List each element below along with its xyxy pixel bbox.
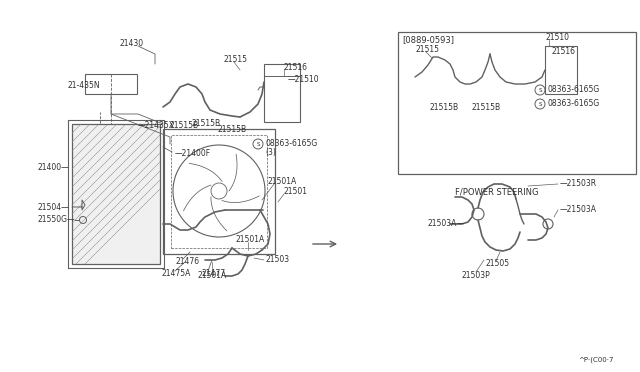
Text: 21515B: 21515B [472, 103, 501, 112]
Text: 21501A: 21501A [268, 177, 297, 186]
Text: 21515: 21515 [224, 55, 248, 64]
Text: 21501A: 21501A [235, 235, 264, 244]
Text: 21516: 21516 [284, 62, 308, 71]
Text: —21435X: —21435X [138, 122, 175, 131]
Text: —21400F: —21400F [175, 150, 211, 158]
Text: 21515: 21515 [415, 45, 439, 55]
Text: 21501A: 21501A [198, 272, 227, 280]
Text: ^P·(C00·7: ^P·(C00·7 [578, 357, 614, 363]
Text: 21503P: 21503P [462, 272, 491, 280]
Text: 21430: 21430 [120, 39, 144, 48]
Bar [85, 74, 137, 94]
Text: 08363-6165G: 08363-6165G [547, 86, 599, 94]
Text: —21503A: —21503A [560, 205, 597, 215]
Bar [264, 64, 300, 122]
Bar [72, 124, 160, 264]
Text: S: S [538, 87, 541, 93]
Text: S: S [538, 102, 541, 106]
Text: —21503R: —21503R [560, 180, 597, 189]
Text: 21477: 21477 [202, 269, 226, 279]
Text: 21400—: 21400— [38, 163, 70, 171]
Bar [171, 135, 267, 248]
Text: F/POWER STEERING: F/POWER STEERING [455, 187, 538, 196]
Bar [545, 46, 577, 94]
Bar [398, 32, 636, 174]
Text: S: S [256, 141, 260, 147]
Text: 21515B: 21515B [218, 125, 247, 135]
Text: 21510: 21510 [545, 33, 569, 42]
Text: 21515B: 21515B [170, 122, 199, 131]
Text: 21515B: 21515B [192, 119, 221, 128]
Text: 08363-6165G: 08363-6165G [265, 140, 317, 148]
Text: (3): (3) [265, 148, 276, 157]
Text: 21505: 21505 [486, 260, 510, 269]
Text: [0889-0593]: [0889-0593] [402, 35, 454, 45]
Text: 21550G—: 21550G— [38, 215, 76, 224]
Bar [163, 129, 275, 254]
Text: 21476: 21476 [175, 257, 199, 266]
Text: 21516: 21516 [552, 46, 576, 55]
Text: 21475A: 21475A [162, 269, 191, 279]
Text: 21503A—: 21503A— [428, 219, 465, 228]
Text: 08363-6165G: 08363-6165G [547, 99, 599, 109]
Text: —21510: —21510 [288, 76, 319, 84]
Text: 21515B: 21515B [430, 103, 459, 112]
Text: 21501: 21501 [284, 187, 308, 196]
Text: 21503: 21503 [265, 256, 289, 264]
Text: 21504—: 21504— [38, 202, 70, 212]
Text: 21-435N: 21-435N [68, 81, 100, 90]
